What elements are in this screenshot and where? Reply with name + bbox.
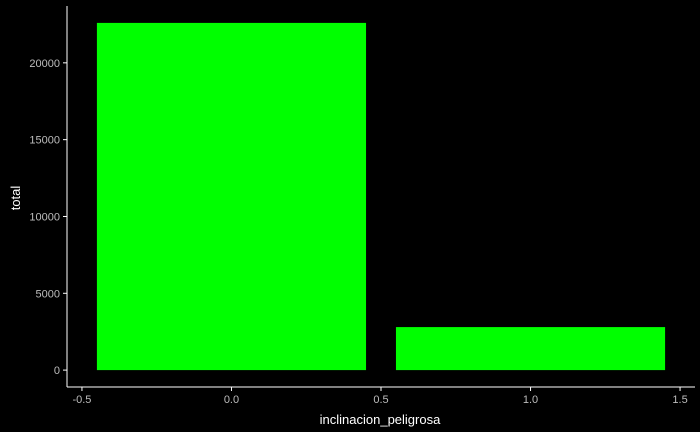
x-tick-label: 0.0 bbox=[224, 394, 239, 406]
x-axis-title: inclinacion_peligrosa bbox=[320, 412, 441, 427]
y-tick-label: 0 bbox=[54, 365, 60, 377]
bars-layer bbox=[96, 22, 666, 371]
y-tick-label: 15000 bbox=[29, 135, 60, 147]
x-axis-ticks: -0.5 0.0 0.5 1.0 1.5 bbox=[72, 387, 688, 406]
x-tick-label: 1.5 bbox=[672, 394, 687, 406]
bar-0 bbox=[96, 22, 367, 371]
y-axis-title: total bbox=[8, 186, 23, 211]
y-tick-label: 20000 bbox=[29, 58, 60, 70]
bar-1 bbox=[395, 327, 666, 371]
y-tick-label: 10000 bbox=[29, 211, 60, 223]
x-tick-label: 1.0 bbox=[523, 394, 538, 406]
x-tick-label: 0.5 bbox=[373, 394, 388, 406]
y-tick-label: 5000 bbox=[36, 288, 60, 300]
x-tick-label: -0.5 bbox=[72, 394, 91, 406]
y-axis-ticks: 0 5000 10000 15000 20000 bbox=[29, 58, 67, 377]
